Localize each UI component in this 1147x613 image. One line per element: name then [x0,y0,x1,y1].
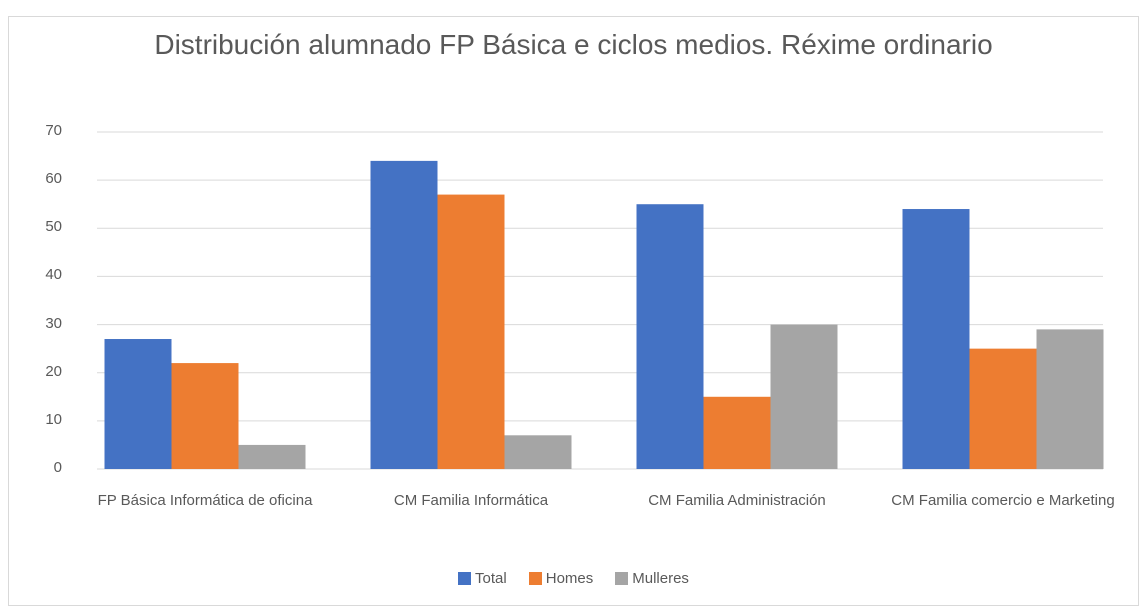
y-tick-label: 10 [45,410,62,428]
y-tick-label: 20 [45,362,62,380]
legend-swatch [528,572,542,585]
legend-item: Homes [528,570,594,587]
bar [437,194,505,470]
bar [104,339,172,469]
bar [770,324,838,469]
legend: Total Homes Mulleres [0,570,1147,587]
y-tick-label: 40 [45,266,62,284]
bar [902,209,970,469]
y-tick-label: 30 [45,314,62,332]
legend-label: Mulleres [632,570,689,587]
bar [969,348,1037,469]
legend-item: Total [458,570,507,587]
legend-label: Homes [545,570,594,587]
y-tick-label: 50 [45,218,62,236]
legend-swatch [615,572,629,585]
x-tick-label: CM Familia Administración [648,492,826,509]
legend-swatch [458,572,472,585]
bar [504,435,572,469]
bar [703,396,771,469]
y-tick-label: 70 [45,122,62,139]
x-tick-label: CM Familia Informática [393,492,549,509]
chart-title: Distribución alumnado FP Básica e ciclos… [154,29,993,60]
legend-label: Total [475,570,507,587]
legend-item: Mulleres [615,570,689,587]
y-tick-label: 60 [45,170,62,188]
bar [636,204,704,469]
y-tick-label: 0 [53,459,62,476]
bar [238,444,306,469]
bar [171,363,239,469]
chart-border [8,16,1139,606]
x-tick-label: CM Familia comercio e Marketing [891,492,1115,509]
x-tick-label: FP Básica Informática de oficina [97,492,313,509]
bar [1036,329,1104,469]
bar [370,160,438,469]
